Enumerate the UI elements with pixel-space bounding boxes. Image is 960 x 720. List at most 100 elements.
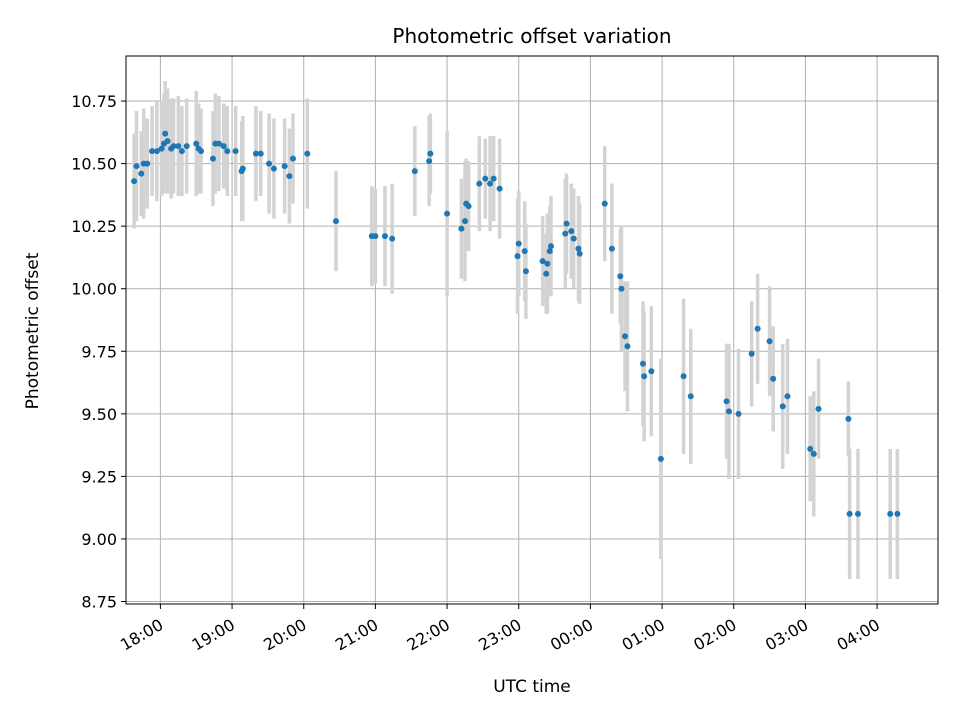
- data-point: [845, 415, 852, 422]
- data-point: [170, 143, 177, 150]
- data-point: [411, 168, 418, 175]
- data-point: [164, 138, 171, 145]
- y-tick-label: 9.25: [81, 467, 117, 486]
- data-point: [544, 260, 551, 267]
- data-point: [490, 175, 497, 182]
- data-point: [723, 398, 730, 405]
- data-point: [304, 150, 311, 157]
- data-point: [131, 178, 138, 185]
- data-point: [444, 210, 451, 217]
- data-point: [770, 375, 777, 382]
- data-point: [779, 403, 786, 410]
- data-point: [617, 273, 624, 280]
- data-point: [389, 235, 396, 242]
- data-point: [754, 325, 761, 332]
- data-point: [784, 393, 791, 400]
- data-point: [810, 450, 817, 457]
- data-point: [680, 373, 687, 380]
- data-point: [657, 455, 664, 462]
- data-point: [639, 360, 646, 367]
- data-point: [239, 165, 246, 172]
- data-point: [648, 368, 655, 375]
- data-point: [372, 233, 379, 240]
- data-point: [846, 510, 853, 517]
- y-tick-label: 9.75: [81, 342, 117, 361]
- data-point: [735, 410, 742, 417]
- data-point: [487, 180, 494, 187]
- data-point: [576, 250, 583, 257]
- data-point: [601, 200, 608, 207]
- data-point: [608, 245, 615, 252]
- data-point: [807, 445, 814, 452]
- data-point: [381, 233, 388, 240]
- y-tick-label: 10.50: [71, 155, 117, 174]
- y-tick-label: 10.25: [71, 217, 117, 236]
- data-point: [622, 333, 629, 340]
- data-point: [476, 180, 483, 187]
- data-point: [144, 160, 151, 167]
- data-point: [138, 170, 145, 177]
- data-point: [547, 243, 554, 250]
- data-point: [522, 268, 529, 275]
- data-point: [270, 165, 277, 172]
- data-point: [209, 155, 216, 162]
- data-point: [748, 350, 755, 357]
- data-point: [178, 148, 185, 155]
- data-point: [641, 373, 648, 380]
- data-point: [546, 248, 553, 255]
- data-point: [618, 285, 625, 292]
- data-point: [563, 220, 570, 227]
- data-point: [220, 143, 227, 150]
- plot-frame: [125, 55, 939, 605]
- data-point: [232, 148, 239, 155]
- y-tick-label: 9.50: [81, 405, 117, 424]
- data-point: [458, 225, 465, 232]
- data-point: [461, 218, 468, 225]
- data-point: [562, 230, 569, 237]
- data-point: [465, 203, 472, 210]
- data-points: [131, 130, 901, 517]
- grid: [126, 56, 938, 604]
- data-point: [183, 143, 190, 150]
- data-point: [198, 148, 205, 155]
- data-point: [725, 408, 732, 415]
- data-point: [521, 248, 528, 255]
- data-point: [266, 160, 273, 167]
- data-point: [854, 510, 861, 517]
- x-axis-title: UTC time: [493, 677, 571, 697]
- data-point: [482, 175, 489, 182]
- data-point: [133, 163, 140, 170]
- data-point: [175, 143, 182, 150]
- data-point: [289, 155, 296, 162]
- data-point: [281, 163, 288, 170]
- data-point: [427, 150, 434, 157]
- data-point: [887, 510, 894, 517]
- data-point: [193, 140, 200, 147]
- y-tick-label: 10.00: [71, 280, 117, 299]
- data-point: [514, 253, 521, 260]
- data-point: [158, 145, 165, 152]
- data-point: [687, 393, 694, 400]
- data-point: [149, 148, 156, 155]
- data-point: [575, 245, 582, 252]
- data-point: [894, 510, 901, 517]
- data-point: [332, 218, 339, 225]
- y-tick-label: 9.00: [81, 530, 117, 549]
- y-axis-title: Photometric offset: [23, 252, 43, 409]
- data-point: [543, 270, 550, 277]
- data-point: [515, 240, 522, 247]
- data-point: [426, 158, 433, 165]
- data-point: [286, 173, 293, 180]
- data-point: [539, 258, 546, 265]
- data-point: [153, 148, 160, 155]
- data-point: [624, 343, 631, 350]
- data-point: [224, 148, 231, 155]
- data-point: [257, 150, 264, 157]
- data-point: [496, 185, 503, 192]
- data-point: [252, 150, 259, 157]
- data-point: [215, 140, 222, 147]
- data-point: [568, 228, 575, 235]
- chart-title: Photometric offset variation: [392, 24, 671, 48]
